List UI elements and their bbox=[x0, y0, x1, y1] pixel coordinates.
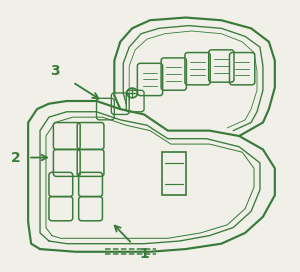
Text: 1: 1 bbox=[139, 248, 149, 261]
Text: 2: 2 bbox=[11, 150, 21, 165]
Bar bbox=[162, 152, 186, 195]
Text: 3: 3 bbox=[50, 64, 60, 78]
